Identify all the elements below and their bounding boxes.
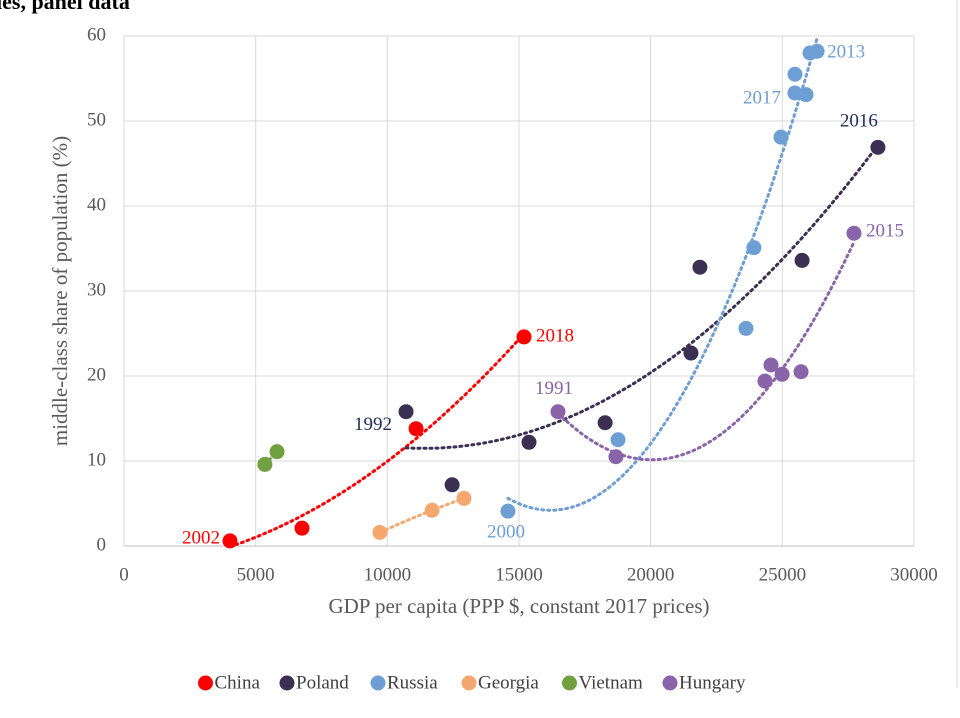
x-tick-label: 15000 xyxy=(495,564,543,585)
point-label: 2018 xyxy=(536,325,574,346)
point-label: 1992 xyxy=(354,414,392,435)
data-point xyxy=(738,320,754,336)
data-point xyxy=(372,524,388,540)
point-label: 2017 xyxy=(743,87,781,108)
data-point xyxy=(683,345,699,361)
data-point xyxy=(763,357,779,373)
y-tick-label: 40 xyxy=(87,194,106,215)
data-point xyxy=(408,421,424,437)
legend-label: Hungary xyxy=(679,672,746,693)
data-point xyxy=(294,520,310,536)
trendline xyxy=(378,496,466,534)
x-tick-label: 10000 xyxy=(364,564,412,585)
data-point xyxy=(398,404,414,420)
data-point xyxy=(610,432,626,448)
trendlines xyxy=(228,36,880,546)
chart-title: ies, panel data xyxy=(0,0,130,14)
data-point xyxy=(692,259,708,275)
data-point xyxy=(444,477,460,493)
data-point xyxy=(500,503,516,519)
data-point xyxy=(793,364,809,380)
data-point xyxy=(787,66,803,82)
trendline xyxy=(506,36,819,512)
y-tick-label: 30 xyxy=(87,279,106,300)
y-axis-title: middle-class share of population (%) xyxy=(48,136,72,446)
data-point xyxy=(870,139,886,155)
x-tick-label: 30000 xyxy=(890,564,938,585)
trendline xyxy=(556,240,856,462)
data-point xyxy=(846,225,862,241)
legend-marker xyxy=(662,675,678,691)
data-point xyxy=(794,252,810,268)
legend-marker xyxy=(461,675,477,691)
point-label: 2016 xyxy=(840,111,878,132)
point-label: 2002 xyxy=(182,527,220,548)
data-point xyxy=(757,373,773,389)
data-point xyxy=(550,404,566,420)
legend-marker xyxy=(562,675,577,691)
legend-marker xyxy=(370,675,386,691)
data-point xyxy=(257,456,273,472)
data-point xyxy=(269,444,285,460)
x-tick-label: 5000 xyxy=(237,564,275,585)
y-tick-label: 50 xyxy=(87,109,106,130)
x-tick-label: 25000 xyxy=(759,564,807,585)
y-tick-label: 10 xyxy=(87,449,106,470)
point-label: 2000 xyxy=(487,522,525,543)
trendline xyxy=(404,143,880,450)
y-tick-label: 20 xyxy=(87,364,106,385)
data-point xyxy=(774,366,790,382)
data-point xyxy=(597,415,613,431)
legend-label: Vietnam xyxy=(579,672,644,693)
data-point xyxy=(516,329,532,345)
x-tick-label: 20000 xyxy=(627,564,675,585)
data-point xyxy=(773,129,789,145)
data-point xyxy=(798,87,814,103)
data-point xyxy=(746,240,762,256)
x-tick-label: 0 xyxy=(119,564,129,585)
point-label: 2013 xyxy=(827,42,865,63)
point-label: 2015 xyxy=(866,221,904,242)
legend-label: Russia xyxy=(387,672,438,693)
y-tick-label: 60 xyxy=(87,24,106,45)
data-point xyxy=(456,490,472,506)
legend-marker xyxy=(198,675,213,691)
x-axis-title: GDP per capita (PPP $, constant 2017 pri… xyxy=(328,594,709,618)
legend-marker xyxy=(279,675,295,691)
point-label: 1991 xyxy=(535,378,573,399)
trendline xyxy=(228,332,526,546)
legend-label: Georgia xyxy=(478,672,539,693)
data-point xyxy=(608,449,624,465)
data-point xyxy=(424,502,440,518)
data-point xyxy=(809,43,825,59)
data-point xyxy=(521,434,537,450)
legend-label: China xyxy=(215,672,261,693)
data-point xyxy=(222,533,238,549)
legend-label: Poland xyxy=(296,672,349,693)
data-point xyxy=(787,85,803,101)
y-tick-label: 0 xyxy=(97,534,107,555)
